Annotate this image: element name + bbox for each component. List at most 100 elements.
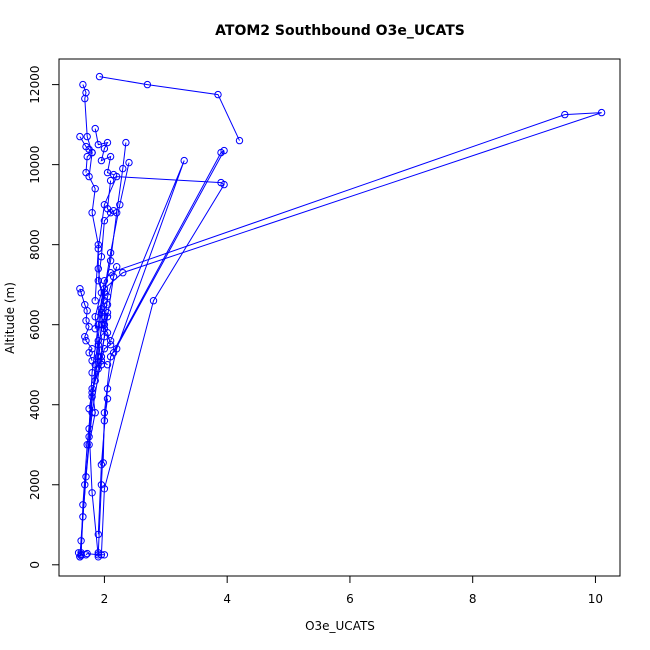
data-point <box>91 377 99 385</box>
y-tick-label: 4000 <box>28 389 42 420</box>
series-line <box>94 128 114 176</box>
data-point <box>83 441 91 449</box>
x-tick-label: 2 <box>101 592 109 606</box>
data-point <box>83 307 91 315</box>
y-tick-label: 0 <box>28 561 42 569</box>
data-point <box>220 146 228 155</box>
data-point <box>100 345 109 353</box>
x-tick-label: 6 <box>346 592 354 606</box>
data-point <box>214 90 222 99</box>
data-point <box>76 285 84 293</box>
series-line <box>88 112 602 557</box>
y-tick-label: 6000 <box>28 309 42 340</box>
x-axis-label: O3e_UCATS <box>305 619 375 633</box>
data-point <box>76 132 84 141</box>
data-point <box>561 110 569 119</box>
data-point <box>91 297 99 305</box>
data-point <box>97 357 106 365</box>
y-axis: 0 2000 4000 6000 8000 10000 12000 <box>28 66 60 569</box>
data-point <box>103 395 112 403</box>
data-point <box>82 337 90 345</box>
data-point <box>119 269 127 277</box>
data-point <box>103 301 112 309</box>
data-point <box>82 317 90 325</box>
data-point <box>85 405 93 413</box>
data-point <box>109 349 118 357</box>
data-point <box>94 277 103 285</box>
y-tick-label: 12000 <box>28 66 42 104</box>
data-point <box>88 389 96 397</box>
data-point <box>217 178 225 187</box>
data-point <box>149 297 158 305</box>
data-point <box>94 265 103 273</box>
data-point <box>106 152 115 161</box>
data-point <box>122 138 130 147</box>
series-8 <box>99 146 228 467</box>
data-point <box>103 361 112 369</box>
series-0 <box>95 72 244 145</box>
data-point <box>88 489 96 497</box>
data-point <box>97 253 106 261</box>
data-point <box>85 323 93 331</box>
data-point <box>94 341 103 349</box>
data-point <box>109 170 118 179</box>
series-12 <box>76 285 96 365</box>
data-point <box>97 156 106 165</box>
data-point <box>100 333 109 341</box>
data-point <box>116 201 124 209</box>
series-line <box>88 304 108 409</box>
series-10 <box>91 124 118 179</box>
series-line <box>79 136 93 173</box>
data-point <box>106 176 115 185</box>
x-axis: 2 4 6 8 10 <box>101 575 603 606</box>
data-point <box>94 365 103 373</box>
series-line <box>97 160 185 535</box>
data-point <box>180 156 188 165</box>
data-point <box>103 138 112 147</box>
data-point <box>88 357 96 365</box>
data-point <box>94 530 103 539</box>
x-tick-label: 8 <box>469 592 477 606</box>
series-line <box>99 76 240 141</box>
data-point <box>100 144 109 153</box>
data-point <box>77 289 85 297</box>
data-point <box>106 249 115 257</box>
data-point <box>88 148 96 157</box>
series-line <box>102 150 225 463</box>
data-point <box>113 263 121 271</box>
data-point <box>85 425 93 433</box>
data-point <box>100 217 109 225</box>
data-point <box>79 80 87 89</box>
data-point <box>81 333 89 341</box>
data-point <box>235 136 244 145</box>
data-point <box>88 209 96 217</box>
data-point <box>597 108 606 117</box>
y-tick-label: 8000 <box>28 229 42 260</box>
data-point <box>97 461 106 469</box>
series-11 <box>76 132 96 177</box>
data-point <box>106 257 115 265</box>
data-point <box>74 549 83 557</box>
data-point <box>94 245 103 253</box>
y-axis-label: Altitude (m) <box>3 282 17 354</box>
data-point <box>106 341 115 349</box>
data-point <box>91 185 99 193</box>
data-point <box>82 168 90 177</box>
data-point <box>97 309 106 317</box>
data-point <box>95 72 104 81</box>
series-layer <box>74 72 606 561</box>
data-point <box>100 485 109 493</box>
series-17 <box>85 301 112 413</box>
series-14 <box>74 549 85 561</box>
data-point <box>100 409 109 417</box>
data-point <box>83 132 91 141</box>
data-point <box>91 124 99 133</box>
data-point <box>125 158 133 167</box>
data-point <box>106 269 115 277</box>
x-tick-label: 4 <box>223 592 231 606</box>
data-point <box>88 369 96 377</box>
data-point <box>109 207 118 215</box>
chart-title: ATOM2 Southbound O3e_UCATS <box>215 23 465 39</box>
data-point <box>85 349 93 357</box>
